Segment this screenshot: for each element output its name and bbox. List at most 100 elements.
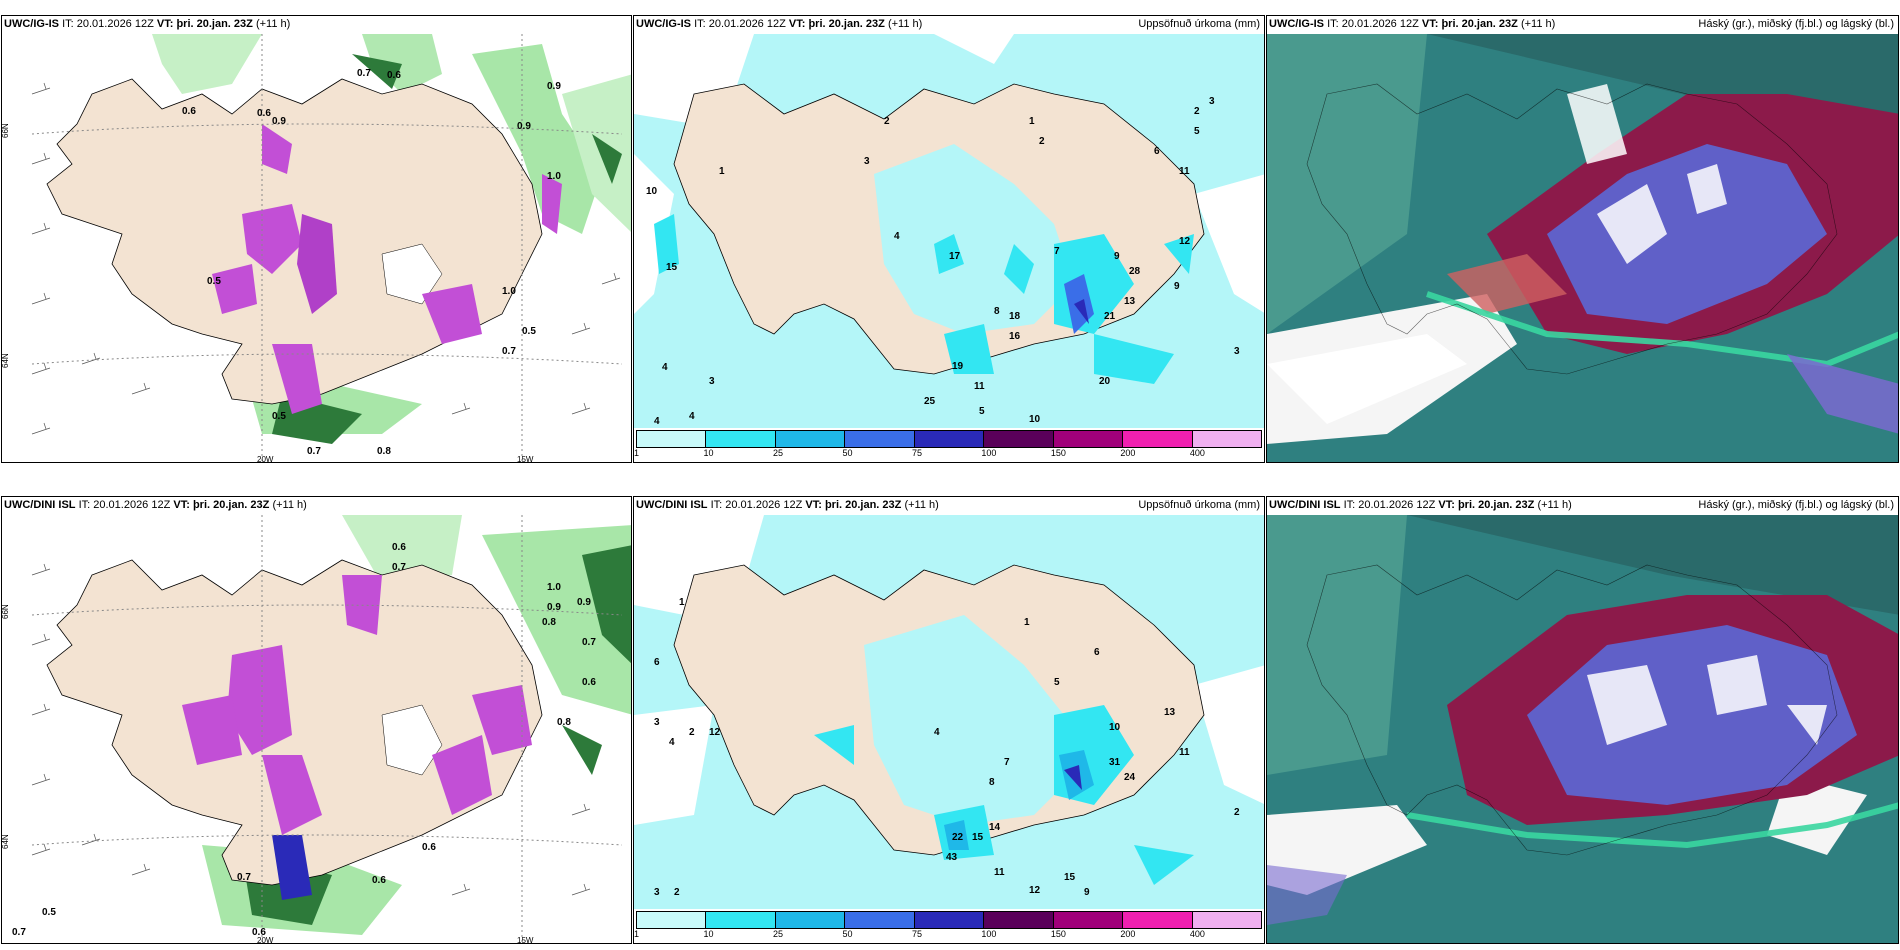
svg-text:0.5: 0.5 [522,326,536,337]
svg-text:12: 12 [1179,236,1191,247]
svg-text:4: 4 [689,411,695,422]
svg-text:1.0: 1.0 [547,582,561,593]
svg-text:0.7: 0.7 [357,68,371,79]
svg-text:1.0: 1.0 [502,286,516,297]
svg-text:2: 2 [674,887,680,898]
panel-title: Uppsöfnuð úrkoma (mm) [1138,499,1260,511]
svg-text:64N: 64N [2,834,10,849]
svg-text:9: 9 [1114,251,1120,262]
panel-title: Háský (gr.), miðský (fj.bl.) og lágský (… [1698,499,1894,511]
colorbar-label: 150 [1050,929,1066,939]
panel-title: Uppsöfnuð úrkoma (mm) [1138,18,1260,30]
svg-text:0.8: 0.8 [542,617,556,628]
colorbar-swatch [775,431,846,447]
svg-text:9: 9 [1084,887,1090,898]
svg-text:64N: 64N [2,353,10,368]
svg-text:0.9: 0.9 [517,121,531,132]
colorbar-swatch [1053,912,1124,928]
colorbar: 1 10 25 50 75 100 150 200 400 [634,909,1264,943]
svg-text:28: 28 [1129,266,1141,277]
svg-text:0.6: 0.6 [387,70,401,81]
colorbar-swatch [914,431,985,447]
colorbar-label: 200 [1120,929,1136,939]
colorbar-label: 400 [1189,929,1205,939]
svg-text:24: 24 [1124,772,1136,783]
svg-text:0.5: 0.5 [272,411,286,422]
coastline [1306,83,1838,375]
svg-text:4: 4 [662,362,668,373]
svg-text:16: 16 [1009,331,1021,342]
svg-text:0.6: 0.6 [182,106,196,117]
panel-header: UWC/IG-IS IT: 20.01.2026 12Z VT: þri. 20… [1269,18,1556,30]
colorbar-label: 10 [703,448,714,458]
svg-text:15: 15 [1064,872,1076,883]
svg-text:22: 22 [952,832,964,843]
svg-text:0.7: 0.7 [502,346,516,357]
svg-text:0.7: 0.7 [392,562,406,573]
svg-text:8: 8 [989,777,995,788]
svg-text:11: 11 [994,867,1005,878]
colorbar-label: 200 [1120,448,1136,458]
panel-header: UWC/IG-IS IT: 20.01.2026 12Z VT: þri. 20… [636,18,923,30]
svg-text:0.6: 0.6 [582,677,596,688]
colorbar-label: 10 [703,929,714,939]
colorbar-label: 150 [1050,448,1066,458]
svg-text:13: 13 [1124,296,1136,307]
svg-text:2: 2 [884,116,890,127]
colorbar-swatch [845,912,915,928]
colorbar-label: 100 [981,929,997,939]
svg-text:7: 7 [1054,246,1060,257]
svg-text:0.8: 0.8 [557,717,571,728]
svg-text:11: 11 [974,381,985,392]
coastline [1306,564,1838,856]
svg-text:10: 10 [1029,414,1041,425]
svg-text:66N: 66N [2,123,10,138]
svg-text:15W: 15W [517,936,534,944]
colorbar-swatch [1192,431,1261,447]
panel-top-middle: UWC/IG-IS IT: 20.01.2026 12Z VT: þri. 20… [633,15,1265,463]
svg-text:6: 6 [654,657,660,668]
colorbar-swatch [984,431,1054,447]
colorbar-swatch [1053,431,1124,447]
svg-text:5: 5 [1194,126,1200,137]
svg-text:18: 18 [1009,311,1021,322]
svg-text:8: 8 [994,306,1000,317]
svg-text:3: 3 [709,376,715,387]
svg-text:4: 4 [894,231,900,242]
colorbar-swatch [775,912,846,928]
svg-text:3: 3 [654,717,660,728]
svg-text:19: 19 [952,361,964,372]
svg-text:31: 31 [1109,757,1121,768]
colorbar-swatch [845,431,915,447]
map-accumulated-precip: 10 15 4 3 4 4 1 2 3 17 9 28 13 21 18 16 … [634,34,1264,430]
colorbar-swatch [706,431,776,447]
svg-text:15: 15 [666,262,678,273]
svg-text:0.9: 0.9 [547,81,561,92]
svg-text:0.6: 0.6 [252,927,266,938]
svg-text:2: 2 [1039,136,1045,147]
svg-text:11: 11 [1179,747,1190,758]
svg-text:25: 25 [924,396,936,407]
svg-text:0.6: 0.6 [392,542,406,553]
svg-text:5: 5 [979,406,985,417]
svg-text:10: 10 [646,186,658,197]
svg-text:4: 4 [669,737,675,748]
colorbar-label: 1 [634,448,640,458]
svg-text:3: 3 [864,156,870,167]
map-accumulated-precip: 1 6 3 4 2 12 22 15 14 43 11 15 12 31 24 … [634,515,1264,911]
svg-text:21: 21 [1104,311,1116,322]
colorbar-swatch [1123,431,1193,447]
colorbar-label: 50 [842,929,853,939]
panel-top-left: UWC/IG-IS IT: 20.01.2026 12Z VT: þri. 20… [1,15,632,463]
panel-header: UWC/DINI ISL IT: 20.01.2026 12Z VT: þri.… [1269,499,1572,511]
colorbar-label: 75 [911,929,922,939]
colorbar-swatch [1123,912,1193,928]
svg-text:3: 3 [1209,96,1215,107]
svg-text:1: 1 [1024,617,1030,628]
panel-header: UWC/DINI ISL IT: 20.01.2026 12Z VT: þri.… [636,499,939,511]
svg-text:6: 6 [1154,146,1160,157]
colorbar-label: 25 [772,929,783,939]
svg-text:6: 6 [1094,647,1100,658]
svg-text:0.5: 0.5 [42,907,56,918]
svg-text:3: 3 [1234,346,1240,357]
